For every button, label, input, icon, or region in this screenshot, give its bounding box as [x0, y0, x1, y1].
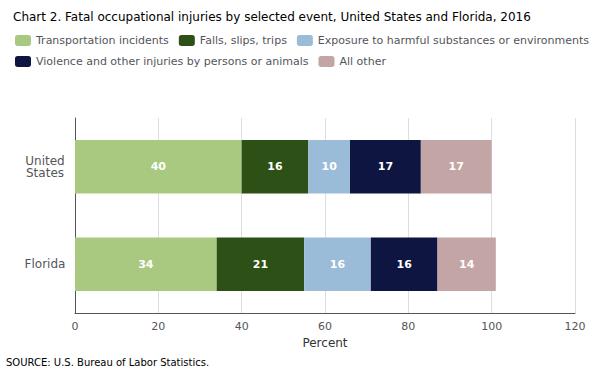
svg-text:100: 100 [481, 320, 502, 333]
svg-text:21: 21 [253, 258, 268, 271]
svg-text:120: 120 [565, 320, 586, 333]
svg-text:16: 16 [267, 160, 283, 173]
svg-text:17: 17 [378, 160, 393, 173]
svg-text:SOURCE: U.S. Bureau of Labor S: SOURCE: U.S. Bureau of Labor Statistics. [6, 357, 209, 368]
svg-text:Florida: Florida [25, 257, 66, 271]
svg-text:20: 20 [151, 320, 165, 333]
svg-text:States: States [26, 166, 64, 180]
svg-text:16: 16 [330, 258, 346, 271]
svg-text:40: 40 [151, 160, 167, 173]
svg-text:34: 34 [138, 258, 154, 271]
svg-text:Falls, slips, trips: Falls, slips, trips [200, 34, 287, 47]
svg-text:80: 80 [401, 320, 415, 333]
svg-text:14: 14 [459, 258, 475, 271]
svg-text:Transportation incidents: Transportation incidents [35, 34, 169, 47]
svg-text:16: 16 [397, 258, 413, 271]
svg-text:0: 0 [72, 320, 79, 333]
svg-text:10: 10 [322, 160, 338, 173]
svg-text:60: 60 [318, 320, 332, 333]
svg-text:United: United [25, 153, 65, 168]
svg-text:Exposure to harmful substances: Exposure to harmful substances or enviro… [318, 34, 589, 47]
svg-text:Chart 2. Fatal occupational in: Chart 2. Fatal occupational injuries by … [13, 10, 531, 24]
svg-text:40: 40 [235, 320, 249, 333]
svg-text:Percent: Percent [302, 336, 347, 350]
svg-text:All other: All other [339, 55, 386, 68]
svg-text:17: 17 [449, 160, 464, 173]
svg-text:Violence and other injuries by: Violence and other injuries by persons o… [36, 55, 309, 68]
